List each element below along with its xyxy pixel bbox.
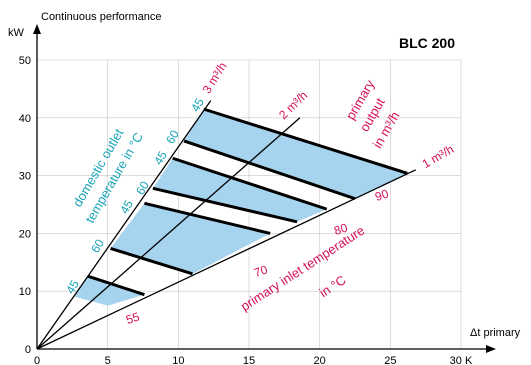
iso-temperature-line xyxy=(172,156,328,211)
flow-rate-line xyxy=(36,117,301,350)
x-tick-label: 0 xyxy=(34,355,40,365)
flow-rate-label: 3 m³/h xyxy=(200,60,230,96)
x-tick-label: 20 xyxy=(314,355,326,365)
y-axis-top-label: Continuous performance xyxy=(41,11,161,23)
bands-group xyxy=(73,109,408,306)
x-tick-label: 10 xyxy=(172,355,184,365)
x-tick-label: 5 xyxy=(105,355,111,365)
domestic-temp-label: 45 xyxy=(151,148,170,167)
iso-temperature-line xyxy=(152,186,298,224)
flow-rate-line xyxy=(36,169,417,350)
iso-temperature-line xyxy=(144,201,271,235)
flow-rate-label: 2 m³/h xyxy=(276,88,310,122)
x-axis-label: Δt primary xyxy=(470,327,521,339)
x-tick-label: 30 K xyxy=(450,355,473,365)
primary-temp-label: 70 xyxy=(252,262,269,280)
y-tick-label: 0 xyxy=(25,344,31,356)
domestic-temp-label: 45 xyxy=(63,277,82,296)
y-tick-label: 30 xyxy=(19,171,31,183)
domestic-temp-label: 60 xyxy=(133,178,152,197)
domestic-temp-label: 60 xyxy=(88,236,107,255)
primary-temp-label: 80 xyxy=(332,220,349,238)
flow-lines-group xyxy=(36,100,417,350)
chart-title: BLC 200 xyxy=(399,35,455,51)
iso-temperature-line xyxy=(110,246,193,276)
iso-temperature-line xyxy=(183,139,356,201)
primary-inlet-annotation: in °C xyxy=(317,272,349,300)
iso-lines-group xyxy=(87,107,408,297)
y-axis-arrow xyxy=(33,24,41,34)
domestic-temp-label: 60 xyxy=(163,127,182,146)
x-tick-label: 15 xyxy=(243,355,255,365)
performance-band xyxy=(73,276,145,306)
performance-band xyxy=(152,158,327,222)
performance-band xyxy=(183,109,408,199)
x-axis-arrow xyxy=(486,345,496,353)
flow-rate-label: 1 m³/h xyxy=(420,142,456,171)
tick-labels: 0 5 10 15 20 25 30 K 0 10 20 30 40 50 xyxy=(19,55,473,365)
x-tick-label: 25 xyxy=(384,355,396,365)
y-tick-label: 40 xyxy=(19,113,31,125)
y-axis-label: kW xyxy=(8,27,25,39)
axes xyxy=(33,24,496,353)
performance-band xyxy=(110,203,271,274)
iso-temperature-line xyxy=(87,274,145,297)
domestic-temp-label: 45 xyxy=(117,197,136,216)
y-tick-label: 10 xyxy=(19,286,31,298)
y-tick-label: 50 xyxy=(19,55,31,67)
domestic-temp-label: 45 xyxy=(188,95,207,114)
iso-temperature-line xyxy=(203,107,408,175)
primary-temp-label: 90 xyxy=(373,186,390,204)
y-tick-label: 20 xyxy=(19,228,31,240)
primary-temp-label: 55 xyxy=(124,309,141,327)
flow-rate-line xyxy=(36,100,212,350)
